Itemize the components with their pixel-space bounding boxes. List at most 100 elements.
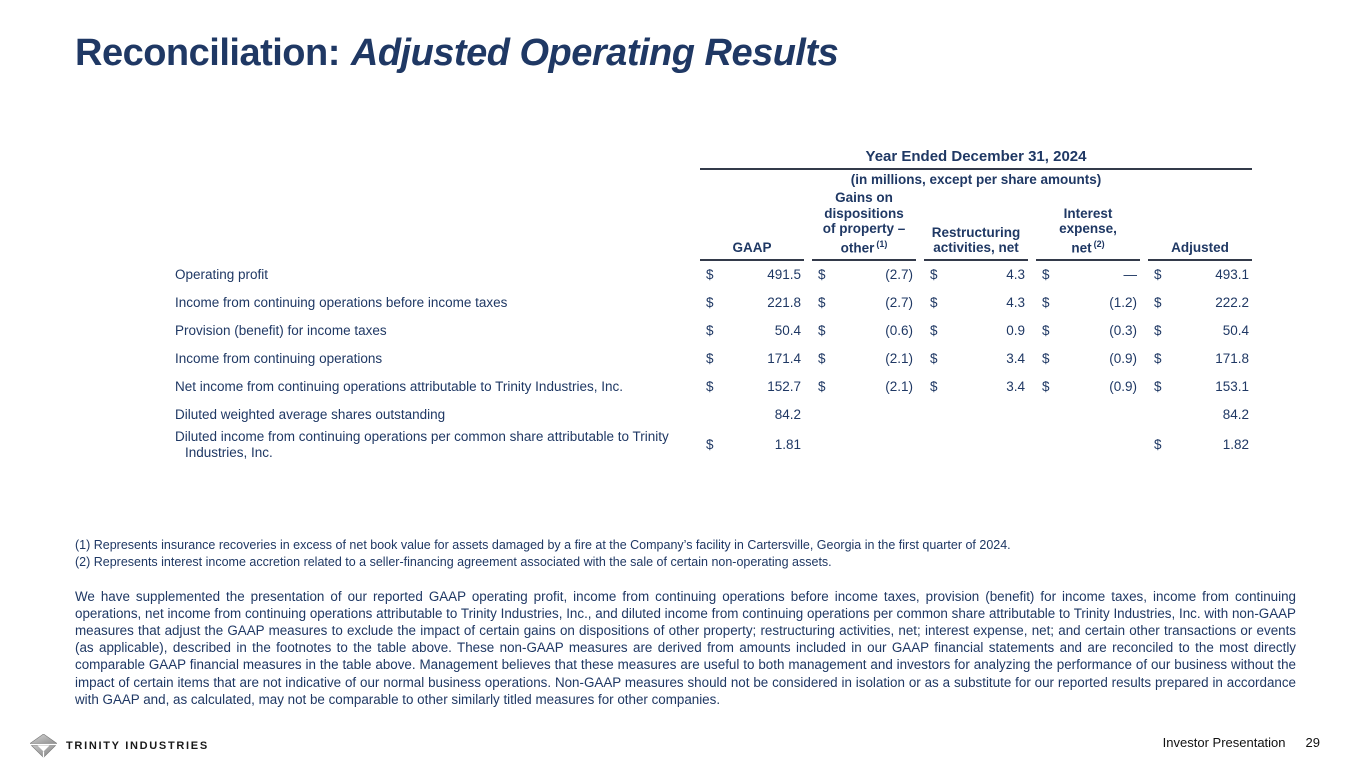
table-cell: $0.9 — [924, 323, 1028, 338]
table-cell: $1.82 — [1148, 437, 1252, 452]
units-note: (in millions, except per share amounts) — [850, 172, 1102, 187]
title-emphasis: Adjusted Operating Results — [350, 32, 839, 74]
table-cell: $ (0.9) — [1036, 379, 1140, 394]
table-cell: $ (0.9) — [1036, 351, 1140, 366]
cell-value: 3.4 — [1006, 379, 1025, 394]
cell-value: (2.1) — [885, 351, 913, 366]
cell-value: 493.1 — [1215, 267, 1249, 282]
cell-value: (0.3) — [1109, 323, 1137, 338]
currency-symbol: $ — [818, 379, 826, 394]
table-cell: $ (1.2) — [1036, 295, 1140, 310]
cell-value: (2.7) — [885, 295, 913, 310]
row-label: Provision (benefit) for income taxes — [175, 322, 387, 338]
table-cell: $ (2.1) — [812, 351, 916, 366]
cell-value: 171.8 — [1215, 351, 1249, 366]
currency-symbol: $ — [1042, 379, 1050, 394]
footnote-marker: (1) — [876, 238, 888, 249]
cell-value: 1.82 — [1222, 437, 1249, 452]
row-label: Income from continuing operations — [175, 350, 383, 366]
table-cell: $ (0.3) — [1036, 323, 1140, 338]
footnote-marker: (2) — [1093, 238, 1105, 249]
period-block: Year Ended December 31, 2024 (in million… — [700, 148, 1252, 187]
currency-symbol: $ — [818, 267, 826, 282]
cell-value: (0.6) — [885, 323, 913, 338]
logo-text: TRINITY INDUSTRIES — [66, 740, 209, 752]
row-label: Diluted weighted average shares outstand… — [175, 406, 446, 422]
cell-value: 153.1 — [1215, 379, 1249, 394]
table-cell: $493.1 — [1148, 267, 1252, 282]
currency-symbol: $ — [1042, 323, 1050, 338]
cell-value: 4.3 — [1006, 267, 1025, 282]
cell-value: 221.8 — [767, 295, 801, 310]
row-label: Diluted income from continuing operation… — [175, 428, 669, 460]
cell-value: 491.5 — [767, 267, 801, 282]
table-cell: $222.2 — [1148, 295, 1252, 310]
table-cell: $ — — [1036, 267, 1140, 282]
period-spacer — [175, 148, 692, 187]
cell-value: (2.1) — [885, 379, 913, 394]
currency-symbol: $ — [706, 437, 714, 452]
cell-value: 84.2 — [1222, 407, 1249, 422]
table-cell: $ (2.7) — [812, 295, 916, 310]
currency-symbol: $ — [930, 295, 938, 310]
currency-symbol: $ — [1154, 323, 1162, 338]
table-cell: $153.1 — [1148, 379, 1252, 394]
table-cell: $50.4 — [1148, 323, 1252, 338]
table-cell: $171.8 — [1148, 351, 1252, 366]
trinity-diamond-icon — [30, 734, 57, 758]
footer-right: Investor Presentation 29 — [1163, 735, 1320, 750]
column-header: Adjusted — [1148, 240, 1252, 261]
reconciliation-table: Year Ended December 31, 2024 (in million… — [175, 148, 1252, 461]
currency-symbol: $ — [1154, 267, 1162, 282]
footer-label: Investor Presentation — [1162, 735, 1286, 750]
currency-symbol: $ — [1154, 295, 1162, 310]
currency-symbol: $ — [930, 267, 938, 282]
cell-value: 152.7 — [767, 379, 801, 394]
table-row: Diluted weighted average shares outstand… — [175, 401, 1252, 429]
table-row: Diluted income from continuing operation… — [175, 429, 1252, 461]
table-body: Operating profit $491.5 $ (2.7) $4.3 $ — $493.1… — [175, 261, 1252, 461]
cell-value: 1.81 — [774, 437, 801, 452]
cell-value: 171.4 — [767, 351, 801, 366]
table-row: Income from continuing operations before… — [175, 289, 1252, 317]
table-row: Provision (benefit) for income taxes $50.… — [175, 317, 1252, 345]
row-label: Operating profit — [175, 266, 269, 282]
table-cell: $221.8 — [700, 295, 804, 310]
table-cell: $171.4 — [700, 351, 804, 366]
currency-symbol: $ — [706, 295, 714, 310]
table-cell: $1.81 — [700, 437, 804, 452]
currency-symbol: $ — [1042, 295, 1050, 310]
cell-value: (1.2) — [1109, 295, 1137, 310]
row-label: Net income from continuing operations at… — [175, 378, 623, 394]
page-number: 29 — [1305, 735, 1320, 750]
cell-value: (2.7) — [885, 267, 913, 282]
currency-symbol: $ — [818, 351, 826, 366]
currency-symbol: $ — [1154, 379, 1162, 394]
column-header-row: GAAP Gains on dispositions of property – oth… — [175, 190, 1252, 261]
column-header: Interest expense, net (2) — [1036, 206, 1140, 261]
company-logo: TRINITY INDUSTRIES — [30, 734, 209, 758]
footnote: (1) Represents insurance recoveries in e… — [75, 537, 1011, 552]
cell-value: (0.9) — [1109, 351, 1137, 366]
cell-value: 0.9 — [1006, 323, 1025, 338]
table-cell: $491.5 — [700, 267, 804, 282]
non-gaap-disclosure-paragraph: We have supplemented the presentation of… — [75, 588, 1296, 707]
column-header: GAAP — [700, 240, 804, 261]
cell-value: 222.2 — [1215, 295, 1249, 310]
table-row: Income from continuing operations $171.4 $… — [175, 345, 1252, 373]
table-cell: $3.4 — [924, 379, 1028, 394]
cell-value: 4.3 — [1006, 295, 1025, 310]
currency-symbol: $ — [706, 267, 714, 282]
table-cell: $4.3 — [924, 267, 1028, 282]
table-cell: $152.7 — [700, 379, 804, 394]
period-header: Year Ended December 31, 2024 — [700, 148, 1252, 170]
row-label: Income from continuing operations before… — [175, 294, 508, 310]
table-cell: 84.2 — [1148, 407, 1252, 422]
cell-value: — — [1123, 267, 1138, 282]
page-title: Reconciliation: Adjusted Operating Result… — [75, 30, 1365, 76]
currency-symbol: $ — [706, 379, 714, 394]
table-cell: $ (2.7) — [812, 267, 916, 282]
table-cell: $ (0.6) — [812, 323, 916, 338]
table-period-row: Year Ended December 31, 2024 (in million… — [175, 148, 1252, 187]
currency-symbol: $ — [930, 323, 938, 338]
